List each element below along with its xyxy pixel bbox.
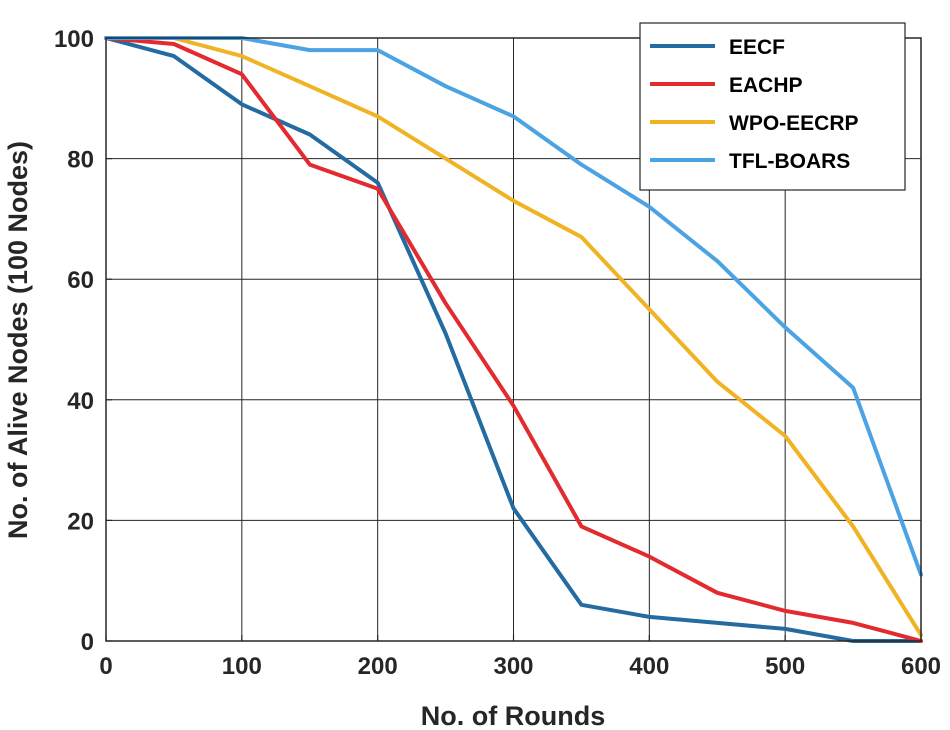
series-line-eecf [104, 36, 923, 643]
series-line-eachp [104, 36, 923, 643]
legend-label-eachp: EACHP [729, 74, 803, 97]
x-tick-label: 400 [629, 653, 669, 680]
x-tick-label: 600 [901, 653, 941, 680]
x-tick-label: 300 [493, 653, 533, 680]
y-tick-label: 20 [67, 508, 94, 535]
y-tick-label: 40 [67, 388, 94, 415]
y-tick-label: 0 [81, 629, 94, 656]
tick-labels: 0 100 200 300 400 500 600 0 20 40 60 80 100 [54, 26, 941, 680]
x-tick-label: 200 [358, 653, 398, 680]
legend-box [639, 22, 906, 191]
legend-label-tfl-boars: TFL-BOARS [729, 150, 850, 173]
legend: EECF EACHP WPO-EECRP TFL-BOARS [639, 22, 906, 191]
y-axis-title: No. of Alive Nodes (100 Nodes) [3, 141, 33, 539]
x-axis-title: No. of Rounds [421, 701, 605, 730]
y-tick-label: 80 [67, 147, 94, 174]
y-tick-label: 100 [54, 26, 94, 53]
legend-label-eecf: EECF [729, 36, 785, 59]
series-line-wpo-eecrp [104, 36, 923, 637]
x-tick-label: 0 [99, 653, 112, 680]
x-tick-label: 500 [765, 653, 805, 680]
legend-label-wpo-eecrp: WPO-EECRP [729, 112, 859, 135]
y-tick-label: 60 [67, 267, 94, 294]
x-tick-label: 100 [222, 653, 262, 680]
